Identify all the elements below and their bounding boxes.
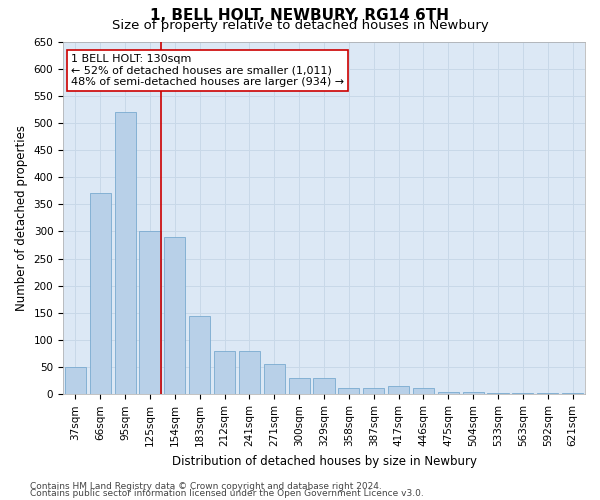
Bar (537, 393, 558, 394)
Bar (264, 364, 285, 394)
X-axis label: Distribution of detached houses by size in Newbury: Distribution of detached houses by size … (172, 454, 476, 468)
Bar (512, 393, 533, 394)
Text: Contains public sector information licensed under the Open Government Licence v3: Contains public sector information licen… (30, 490, 424, 498)
Bar (115, 112, 136, 395)
Bar (438, 392, 459, 394)
Text: 1, BELL HOLT, NEWBURY, RG14 6TH: 1, BELL HOLT, NEWBURY, RG14 6TH (151, 8, 449, 22)
Y-axis label: Number of detached properties: Number of detached properties (15, 125, 28, 311)
Bar (214, 351, 235, 395)
Bar (239, 351, 260, 395)
Bar (463, 392, 484, 394)
Bar (363, 388, 384, 394)
Bar (338, 388, 359, 394)
Bar (562, 393, 583, 394)
Bar (388, 386, 409, 394)
Bar (189, 316, 210, 394)
Bar (139, 232, 161, 394)
Text: Size of property relative to detached houses in Newbury: Size of property relative to detached ho… (112, 19, 488, 32)
Text: 1 BELL HOLT: 130sqm
← 52% of detached houses are smaller (1,011)
48% of semi-det: 1 BELL HOLT: 130sqm ← 52% of detached ho… (71, 54, 344, 87)
Bar (164, 237, 185, 394)
Bar (65, 367, 86, 394)
Bar (289, 378, 310, 394)
Bar (313, 378, 335, 394)
Bar (487, 393, 509, 394)
Text: Contains HM Land Registry data © Crown copyright and database right 2024.: Contains HM Land Registry data © Crown c… (30, 482, 382, 491)
Bar (90, 194, 111, 394)
Bar (413, 388, 434, 394)
